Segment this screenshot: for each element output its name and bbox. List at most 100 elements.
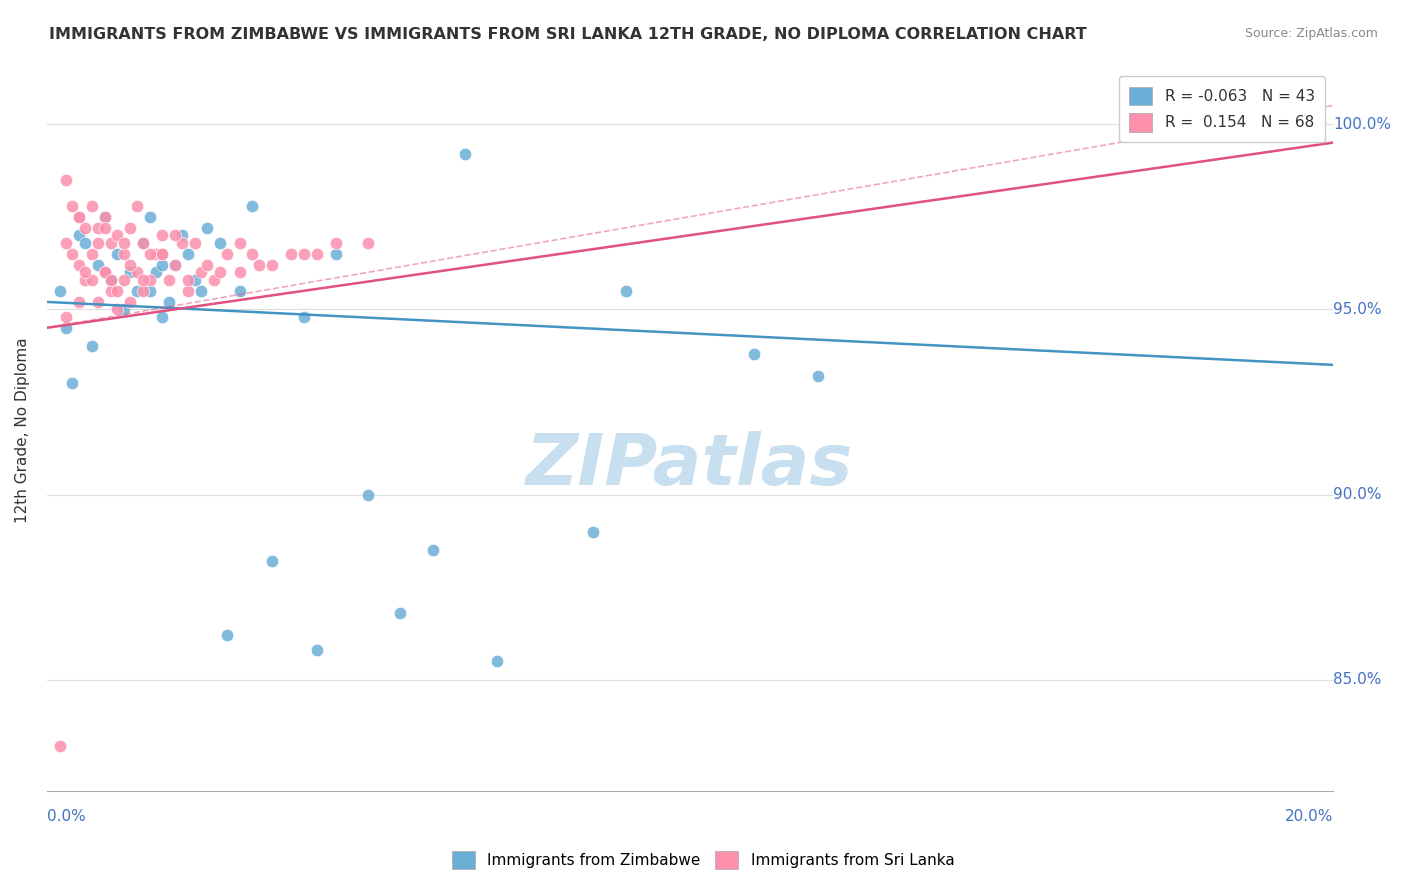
Point [55,172,77,186]
Point [132,235,155,250]
Point [67,258,90,272]
Point [138,210,160,224]
Point [152,228,174,243]
Point [107,302,129,317]
Point [292,246,315,260]
Point [125,265,148,279]
Point [228,235,250,250]
Point [357,235,380,250]
Point [177,246,200,260]
Point [242,198,264,212]
Point [170,228,193,243]
Point [120,220,142,235]
Point [93,265,115,279]
Point [67,294,90,309]
Legend: Immigrants from Zimbabwe, Immigrants from Sri Lanka: Immigrants from Zimbabwe, Immigrants fro… [446,845,960,875]
Point [107,228,129,243]
Point [228,284,250,298]
Point [325,246,347,260]
Point [152,258,174,272]
Point [80,246,103,260]
Point [112,273,135,287]
Point [807,369,830,384]
Point [305,643,328,657]
Point [485,654,508,668]
Point [325,235,347,250]
Legend: R = -0.063   N = 43, R =  0.154   N = 68: R = -0.063 N = 43, R = 0.154 N = 68 [1119,76,1326,143]
Point [247,258,270,272]
Point [138,246,160,260]
Y-axis label: 12th Grade, No Diploma: 12th Grade, No Diploma [15,337,30,523]
Point [177,273,200,287]
Point [120,265,142,279]
Point [100,273,122,287]
Point [454,146,477,161]
Point [80,198,103,212]
Point [197,220,219,235]
Point [67,228,90,243]
Point [389,606,412,620]
Point [582,524,605,539]
Point [177,284,200,298]
Point [190,265,212,279]
Text: IMMIGRANTS FROM ZIMBABWE VS IMMIGRANTS FROM SRI LANKA 12TH GRADE, NO DIPLOMA COR: IMMIGRANTS FROM ZIMBABWE VS IMMIGRANTS F… [49,27,1087,42]
Point [93,220,115,235]
Point [120,294,142,309]
Point [125,198,148,212]
Point [190,284,212,298]
Point [292,310,315,324]
Point [93,265,115,279]
Point [260,258,283,272]
Point [100,284,122,298]
Point [305,246,328,260]
Point [132,273,155,287]
Point [145,246,167,260]
Point [60,246,83,260]
Point [48,739,70,754]
Text: 20.0%: 20.0% [1285,809,1333,824]
Point [152,246,174,260]
Point [280,246,302,260]
Point [125,284,148,298]
Point [215,628,238,642]
Point [107,246,129,260]
Point [87,235,110,250]
Point [93,210,115,224]
Point [165,258,187,272]
Point [112,235,135,250]
Point [742,347,765,361]
Point [67,210,90,224]
Point [183,235,205,250]
Point [614,284,637,298]
Point [202,273,225,287]
Text: Source: ZipAtlas.com: Source: ZipAtlas.com [1244,27,1378,40]
Text: 85.0%: 85.0% [1333,673,1381,687]
Point [93,210,115,224]
Point [75,220,97,235]
Point [80,273,103,287]
Point [152,310,174,324]
Point [107,284,129,298]
Point [87,294,110,309]
Point [215,246,238,260]
Point [87,258,110,272]
Point [183,273,205,287]
Point [165,258,187,272]
Point [112,302,135,317]
Text: 90.0%: 90.0% [1333,487,1382,502]
Point [197,258,219,272]
Point [165,228,187,243]
Point [228,265,250,279]
Text: 95.0%: 95.0% [1333,301,1382,317]
Point [132,284,155,298]
Point [209,265,232,279]
Point [75,265,97,279]
Point [422,543,444,558]
Text: 0.0%: 0.0% [46,809,86,824]
Point [260,554,283,568]
Point [157,273,180,287]
Point [60,198,83,212]
Point [75,235,97,250]
Point [55,321,77,335]
Point [357,487,380,501]
